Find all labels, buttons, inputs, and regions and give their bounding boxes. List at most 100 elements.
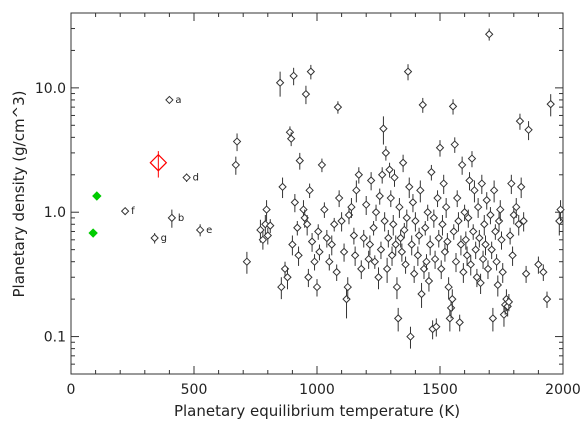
data-point: [277, 282, 286, 292]
data-point: [448, 102, 458, 111]
data-point: [359, 233, 368, 243]
data-point: [471, 245, 480, 254]
data-point: [497, 235, 506, 245]
data-point: [446, 303, 456, 313]
data-point: [539, 267, 548, 277]
data-point: [465, 176, 474, 185]
data-point: [231, 160, 241, 170]
data-point: [334, 193, 344, 203]
data-point: [456, 240, 466, 249]
data-point: [414, 231, 424, 240]
data-point: [498, 267, 507, 277]
data-point: [439, 179, 448, 188]
data-point: [469, 227, 478, 236]
x-tick-label: 1000: [299, 382, 335, 398]
data-point: [516, 182, 526, 192]
data-point: [438, 220, 447, 229]
data-point: [370, 257, 380, 266]
data-point: [266, 221, 275, 230]
data-point: [380, 216, 389, 226]
data-point: [429, 213, 439, 223]
data-point: [167, 213, 177, 223]
data-point: [310, 257, 319, 266]
point-annotation: a: [175, 95, 181, 106]
data-point: [462, 251, 472, 260]
point-annotation: g: [161, 233, 167, 244]
data-point: [314, 227, 323, 236]
data-point: [407, 240, 416, 249]
data-point: [483, 264, 493, 274]
data-point: [514, 220, 523, 229]
data-point: [455, 318, 464, 327]
data-point: [411, 216, 420, 226]
data-point: [285, 127, 295, 137]
data-point: [385, 165, 394, 174]
data-point: [307, 237, 317, 246]
data-point: [464, 213, 473, 223]
data-point: [256, 225, 265, 235]
data-point: [275, 78, 285, 87]
data-point: [377, 170, 387, 179]
data-point: [507, 179, 516, 188]
data-point: [258, 235, 268, 245]
data-point: [376, 245, 386, 254]
data-point: [337, 216, 346, 226]
data-point: [364, 254, 373, 264]
data-point: [325, 257, 334, 266]
data-point: [482, 195, 491, 205]
data-point: [278, 182, 287, 192]
data-point: [350, 251, 360, 260]
data-point: [424, 276, 434, 286]
data-point: [472, 273, 482, 282]
data-point: [416, 186, 425, 195]
data-point: [427, 167, 436, 177]
data-point: [451, 257, 461, 266]
x-tick-label: 0: [67, 382, 76, 398]
data-point: [302, 220, 312, 229]
data-point: [195, 225, 205, 235]
data-point: [454, 216, 463, 226]
data-points: [88, 28, 565, 349]
data-point: [534, 260, 543, 269]
point-annotation: f: [131, 206, 135, 217]
data-point: [366, 176, 376, 185]
data-point: [339, 247, 349, 257]
data-point: [327, 240, 336, 249]
y-axis: 0.1 1.0 10.0: [35, 12, 563, 375]
data-point: [505, 231, 515, 240]
data-point: [512, 202, 521, 212]
data-point: [304, 273, 313, 282]
data-point: [556, 205, 565, 214]
data-point: [182, 173, 191, 182]
data-point: [489, 186, 499, 195]
data-point: [432, 322, 441, 331]
data-point: [460, 208, 469, 217]
data-point: [396, 233, 405, 243]
data-point: [546, 99, 555, 109]
data-point: [504, 297, 514, 307]
data-point: [382, 264, 392, 274]
data-point: [397, 247, 407, 257]
data-point: [232, 137, 242, 146]
data-point: [294, 251, 303, 260]
data-point: [390, 173, 399, 182]
point-annotation: e: [206, 225, 212, 236]
data-point: [290, 198, 300, 207]
data-point: [466, 260, 475, 269]
x-tick-label: 2000: [545, 382, 581, 398]
data-point: [369, 223, 378, 232]
data-point: [461, 235, 471, 245]
data-point: [406, 332, 415, 341]
data-point: [470, 186, 479, 195]
data-point: [386, 193, 396, 203]
data-point: [150, 233, 159, 243]
data-point: [306, 67, 316, 76]
data-point: [371, 208, 381, 217]
data-point: [305, 186, 314, 195]
data-point: [317, 160, 327, 170]
data-point: [430, 254, 440, 264]
data-point: [322, 233, 332, 243]
data-point: [515, 116, 525, 126]
data-point: [445, 314, 455, 323]
